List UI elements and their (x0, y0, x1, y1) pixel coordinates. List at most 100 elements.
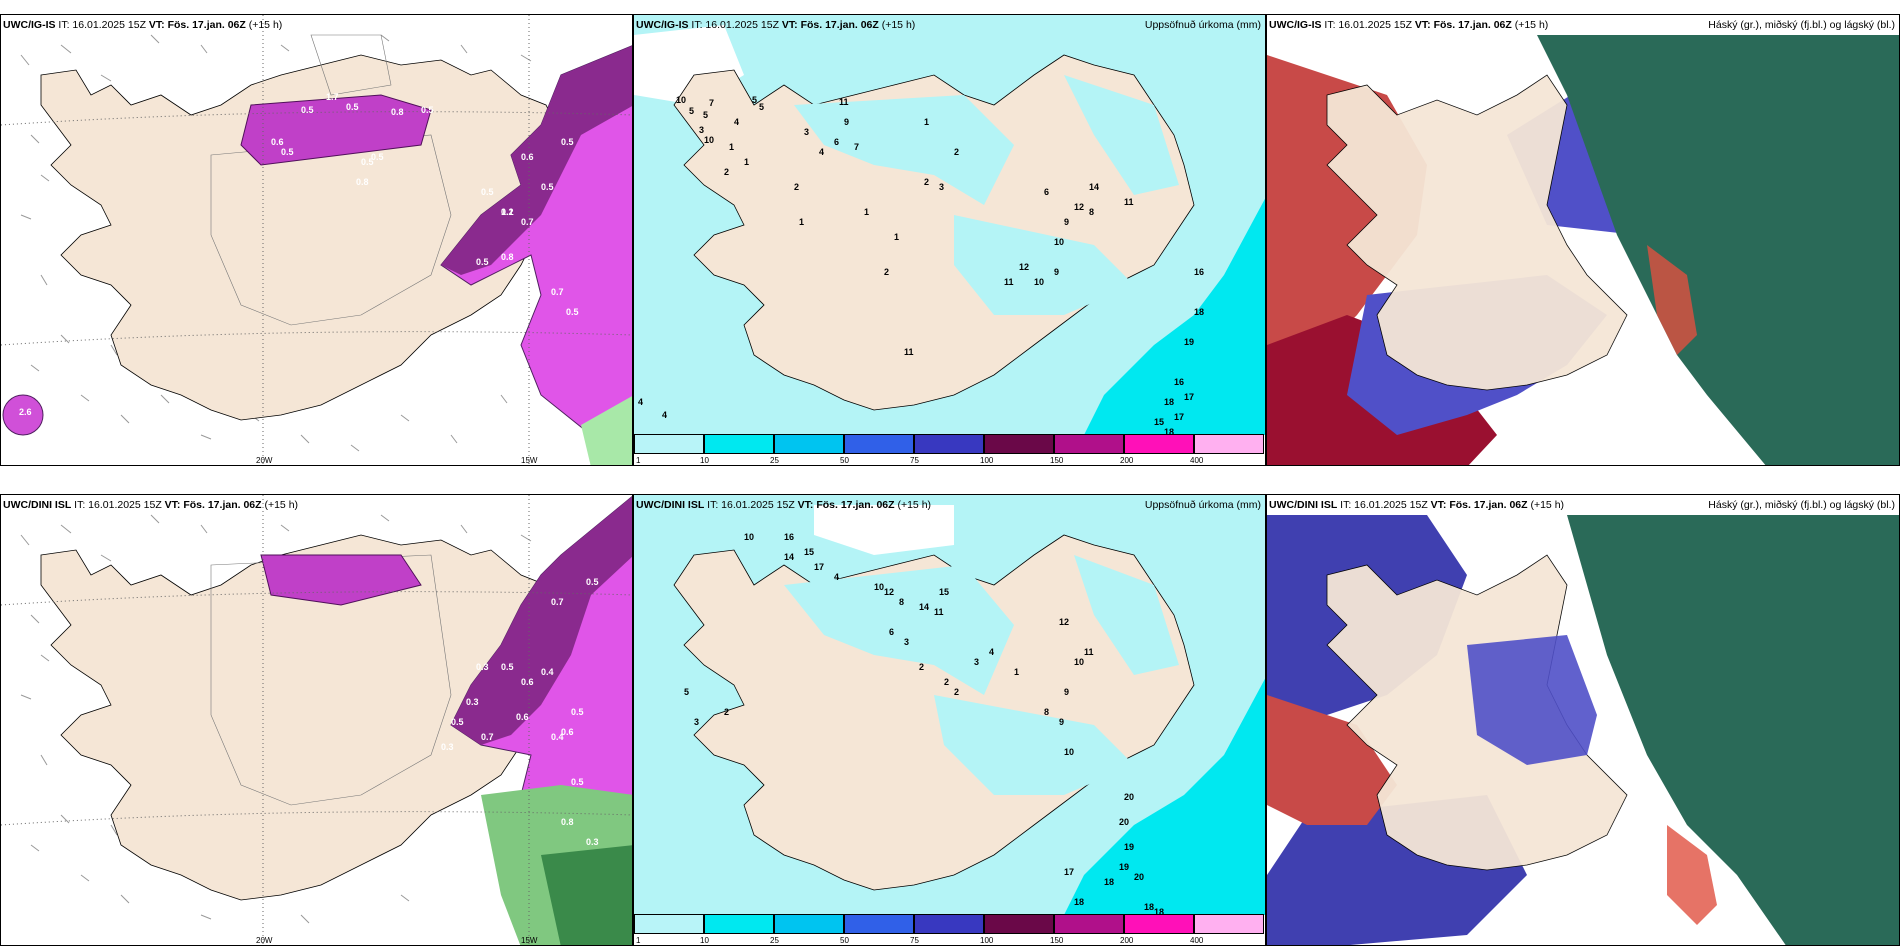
lead-time: (+15 h) (264, 499, 299, 511)
model-name: UWC/IG-IS (3, 19, 56, 31)
valid-time: Fös. 17.jan. 06Z (800, 19, 879, 31)
model-name: UWC/DINI ISL (636, 499, 705, 511)
colorbar-label: 150 (1050, 456, 1064, 465)
precip-rate-label: 0.5 (571, 777, 584, 787)
colorbar-swatch (914, 914, 984, 934)
precip-value-label: 9 (1064, 217, 1069, 227)
precip-rate-label: 2.6 (19, 407, 32, 417)
precip-value-label: 15 (804, 547, 814, 557)
precip-rate-label: 0.6 (561, 727, 574, 737)
precip-white-region (814, 505, 954, 555)
precip-value-label: 4 (819, 147, 824, 157)
lead-time: (+15 h) (881, 19, 916, 31)
panel-header: UWC/DINI ISL IT: 16.01.2025 15Z VT: Fös.… (3, 499, 298, 511)
precip-value-label: 3 (939, 182, 944, 192)
model-name: UWC/DINI ISL (1269, 499, 1338, 511)
precip-value-label: 10 (1034, 277, 1044, 287)
precip-value-label: 1 (924, 117, 929, 127)
precip-rate-label: 0.3 (441, 742, 454, 752)
precip-value-label: 2 (944, 677, 949, 687)
valid-time: Fös. 17.jan. 06Z (1449, 499, 1528, 511)
colorbar-swatch (1194, 914, 1264, 934)
precip-rate-label: 0.5 (451, 717, 464, 727)
precip-value-label: 19 (1184, 337, 1194, 347)
panel-title-right: Uppsöfnuð úrkoma (mm) (1144, 499, 1261, 511)
init-time: IT: 16.01.2025 15Z (74, 499, 162, 511)
precip-value-label: 1 (894, 232, 899, 242)
colorbar-label: 25 (770, 936, 779, 945)
colorbar-label: 50 (840, 936, 849, 945)
colorbar-swatch (844, 434, 914, 454)
precip-value-label: 10 (704, 135, 714, 145)
precip-value-label: 4 (638, 397, 643, 407)
precip-value-label: 8 (1089, 207, 1094, 217)
valid-time: Fös. 17.jan. 06Z (167, 19, 246, 31)
precip-value-label: 12 (1019, 262, 1029, 272)
panel-dini-cloud: UWC/DINI ISL IT: 16.01.2025 15Z VT: Fös.… (1266, 494, 1900, 946)
vt-label: VT: (1414, 19, 1431, 31)
vt-label: VT: (164, 499, 181, 511)
colorbar-swatch (1124, 434, 1194, 454)
colorbar-label: 75 (910, 456, 919, 465)
precip-rate-label: 0.8 (356, 177, 369, 187)
colorbar-swatch (1054, 914, 1124, 934)
colorbar-swatch (1124, 914, 1194, 934)
green-corner (581, 396, 632, 465)
precip-value-label: 5 (752, 95, 757, 105)
colorbar-swatch (984, 434, 1054, 454)
precip-value-label: 2 (954, 147, 959, 157)
precip-value-label: 1 (1014, 667, 1019, 677)
valid-time: Fös. 17.jan. 06Z (1433, 19, 1512, 31)
colorbar-label: 1 (636, 456, 641, 465)
precip-rate-label: 0.3 (476, 662, 489, 672)
panel-title-right: Háský (gr.), miðský (fj.bl.) og lágský (… (1708, 499, 1895, 511)
map-cloud-top (1267, 15, 1899, 465)
precip-rate-label: 0.8 (561, 817, 574, 827)
precip-value-label: 12 (884, 587, 894, 597)
precip-rate-label: 0.5 (281, 147, 294, 157)
precip-rate-label: 0.5 (476, 257, 489, 267)
precip-rate-label: 1.7 (326, 92, 339, 102)
lead-time: (+15 h) (248, 19, 283, 31)
precip-rate-label: 0.7 (551, 597, 564, 607)
precip-rate-label: 0.5 (561, 137, 574, 147)
precip-value-label: 1 (744, 157, 749, 167)
panel-header: UWC/IG-IS IT: 16.01.2025 15Z VT: Fös. 17… (3, 19, 282, 31)
precip-value-label: 5 (703, 110, 708, 120)
precip-rate-label: 0.4 (541, 667, 554, 677)
precip-value-label: 16 (1174, 377, 1184, 387)
precip-value-label: 11 (1084, 647, 1094, 657)
precip-value-label: 10 (874, 582, 884, 592)
precip-rate-label: 0.5 (481, 187, 494, 197)
precip-value-label: 5 (684, 687, 689, 697)
colorbar-label: 400 (1190, 456, 1204, 465)
precip-cyan-land (784, 555, 1179, 795)
precip-rate-label: 0.8 (501, 252, 514, 262)
precip-value-label: 15 (1154, 417, 1164, 427)
hatch-region (210, 554, 452, 806)
precip-value-label: 3 (804, 127, 809, 137)
panel-header: UWC/IG-IS IT: 16.01.2025 15Z VT: Fös. 17… (1269, 19, 1548, 31)
colorbar-swatch (774, 434, 844, 454)
iceland-landmass (673, 54, 1195, 411)
precip-rate-label: 0.3 (586, 837, 599, 847)
precip-value-label: 14 (1089, 182, 1099, 192)
wind-labels-bottom: 0.50.70.3 0.50.60.40.60.30.50.70.50.40.30… (441, 577, 599, 847)
precip-value-label: 12 (1074, 202, 1084, 212)
precip-value-label: 20 (1124, 792, 1134, 802)
precip-value-label: 1 (729, 142, 734, 152)
precip-rate-label: 0.5 (371, 152, 384, 162)
map-cloud-bottom (1267, 495, 1899, 945)
precip-rate-label: 0.8 (391, 107, 404, 117)
init-time: IT: 16.01.2025 15Z (1324, 19, 1412, 31)
lon-20w-label: 20W (256, 456, 273, 465)
colorbar-label: 1 (636, 936, 641, 945)
precip-value-label: 3 (699, 125, 704, 135)
precip-rate-label: 0.6 (521, 152, 534, 162)
colorbar-bottom: 1 10 25 50 75 100 150 200 400 (634, 914, 1265, 945)
graticule (1, 495, 632, 945)
precip-rate-label: 0.6 (516, 712, 529, 722)
init-time: IT: 16.01.2025 15Z (1340, 499, 1428, 511)
valid-time: Fös. 17.jan. 06Z (183, 499, 262, 511)
